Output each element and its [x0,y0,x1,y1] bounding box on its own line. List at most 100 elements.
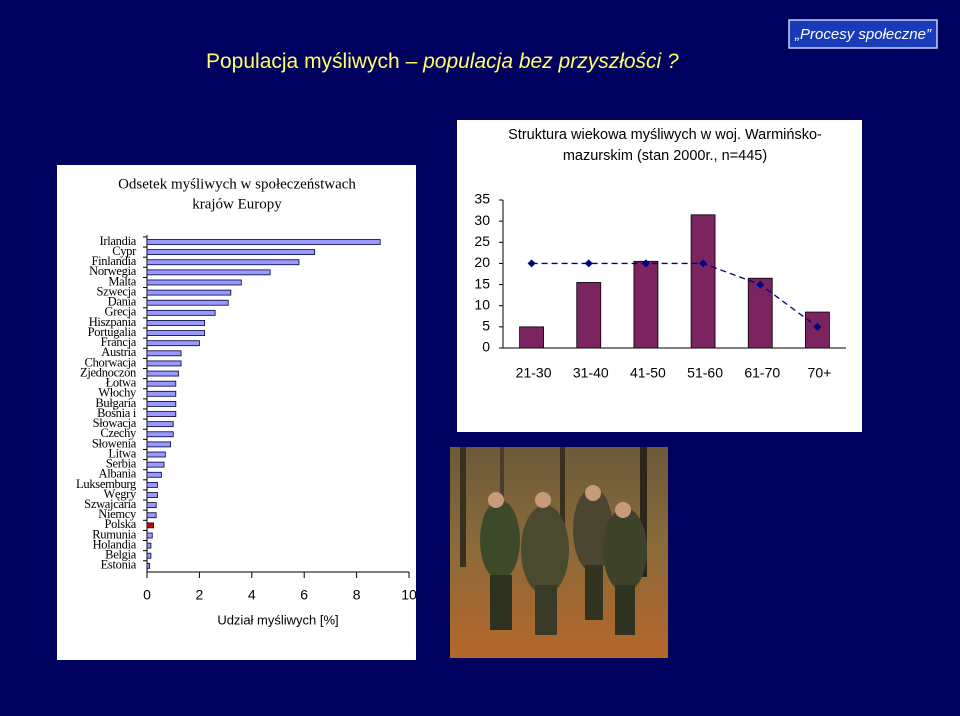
slide-title: Populacja myśliwych – populacja bez przy… [206,50,679,73]
bar [146,309,216,316]
marker [641,259,650,268]
bar [146,421,174,428]
x-tick-label: 2 [196,587,204,603]
y-tick-label: Irlandia [100,234,137,248]
y-tick-label: Szwajcaria [84,497,137,511]
x-tick-label: 70+ [808,365,832,381]
marker [527,259,536,268]
bar [146,552,152,559]
y-tick-label: Estonia [101,558,137,572]
x-tick-label: 8 [353,587,361,603]
bar [146,401,177,407]
bar [146,390,177,397]
bar [146,320,206,326]
photo [450,447,668,658]
y-tick-label: Luksemburg [76,477,137,491]
y-tick-label: Cypr [112,244,137,258]
bar [146,380,177,387]
y-tick-label: 15 [474,275,490,291]
y-tick-label: Dania [108,295,137,309]
bar [146,441,171,448]
y-tick-label: 30 [474,212,490,228]
y-tick-label: Grecja [104,305,136,319]
bar [146,239,381,245]
bar [146,279,242,286]
x-tick-label: 21-30 [516,365,552,381]
y-tick-label: Słowenia [92,436,137,450]
y-tick-label: Rumunia [92,527,136,541]
bar [146,522,154,529]
bar [633,260,659,349]
y-tick-label: Belgia [105,548,137,562]
x-tick-label: 10 [401,587,417,603]
y-tick-label: Malta [108,274,136,288]
y-tick-label: 25 [474,233,490,249]
x-axis-label: Udział myśliwych [%] [217,612,338,627]
y-tick-label: Niemcy [98,507,137,521]
bar [146,249,316,256]
y-tick-label: 20 [474,254,490,270]
y-tick-label: Chorwacja [85,355,137,369]
bar [146,411,177,417]
bar [519,326,544,349]
chart-title: Struktura wiekowa myśliwych w woj. Warmi… [508,127,822,143]
y-tick-label: Bułgaria [95,396,136,410]
y-tick-label: Portugalia [88,325,137,339]
marker [584,259,593,268]
y-tick-label: Słowacja [93,416,137,430]
bar [146,532,153,539]
bar [146,542,152,549]
y-tick-label: 35 [474,191,490,207]
bar [146,370,179,377]
chart-panel [457,120,862,432]
y-tick-label: Finlandia [91,254,136,268]
bar [146,360,182,367]
y-tick-label: Holandia [93,537,137,551]
bar [146,299,229,306]
chart-title: mazurskim (stan 2000r., n=445) [563,148,767,164]
bar [146,562,151,569]
y-tick-label: Albania [99,467,137,481]
y-tick-label: Węgry [103,487,137,501]
bar [146,269,271,276]
bar [146,492,158,498]
bar [146,471,162,478]
bar [146,502,157,509]
bar [146,451,166,458]
y-tick-label: Serbia [106,457,137,471]
y-tick-label: Czechy [100,426,137,440]
bar [146,350,182,357]
bar [146,481,158,488]
x-tick-label: 31-40 [573,365,609,381]
y-tick-label: Hiszpania [89,315,137,329]
bar [146,461,165,468]
x-tick-label: 4 [248,587,256,603]
bar [146,512,157,519]
y-tick-label: 10 [474,296,490,312]
bar [747,277,773,349]
marker [813,322,822,331]
x-tick-label: 0 [143,587,151,603]
bar [576,282,602,349]
y-tick-label: Bośnia i [97,406,137,420]
x-tick-label: 6 [300,587,308,603]
chart-title: Odsetek myśliwych w społeczeństwach [118,176,356,192]
y-tick-label: Litwa [108,446,136,460]
y-tick-label: Zjednoczon [80,365,137,379]
line [531,262,818,328]
y-tick-label: Polska [104,517,136,531]
bar [690,214,716,349]
y-tick-label: Włochy [98,386,137,400]
badge-text: „Procesy społeczne” [794,26,932,43]
title-main: Populacja myśliwych – [206,50,423,73]
bar [146,289,232,296]
chart-title: krajów Europy [192,196,282,212]
title-italic: populacja bez przyszłości ? [422,50,679,73]
badge-box [788,19,938,49]
y-tick-label: Austria [101,345,136,359]
x-tick-label: 61-70 [744,365,780,381]
bar [146,259,300,266]
y-tick-label: Norwegia [89,264,137,278]
y-tick-label: 5 [482,318,490,334]
